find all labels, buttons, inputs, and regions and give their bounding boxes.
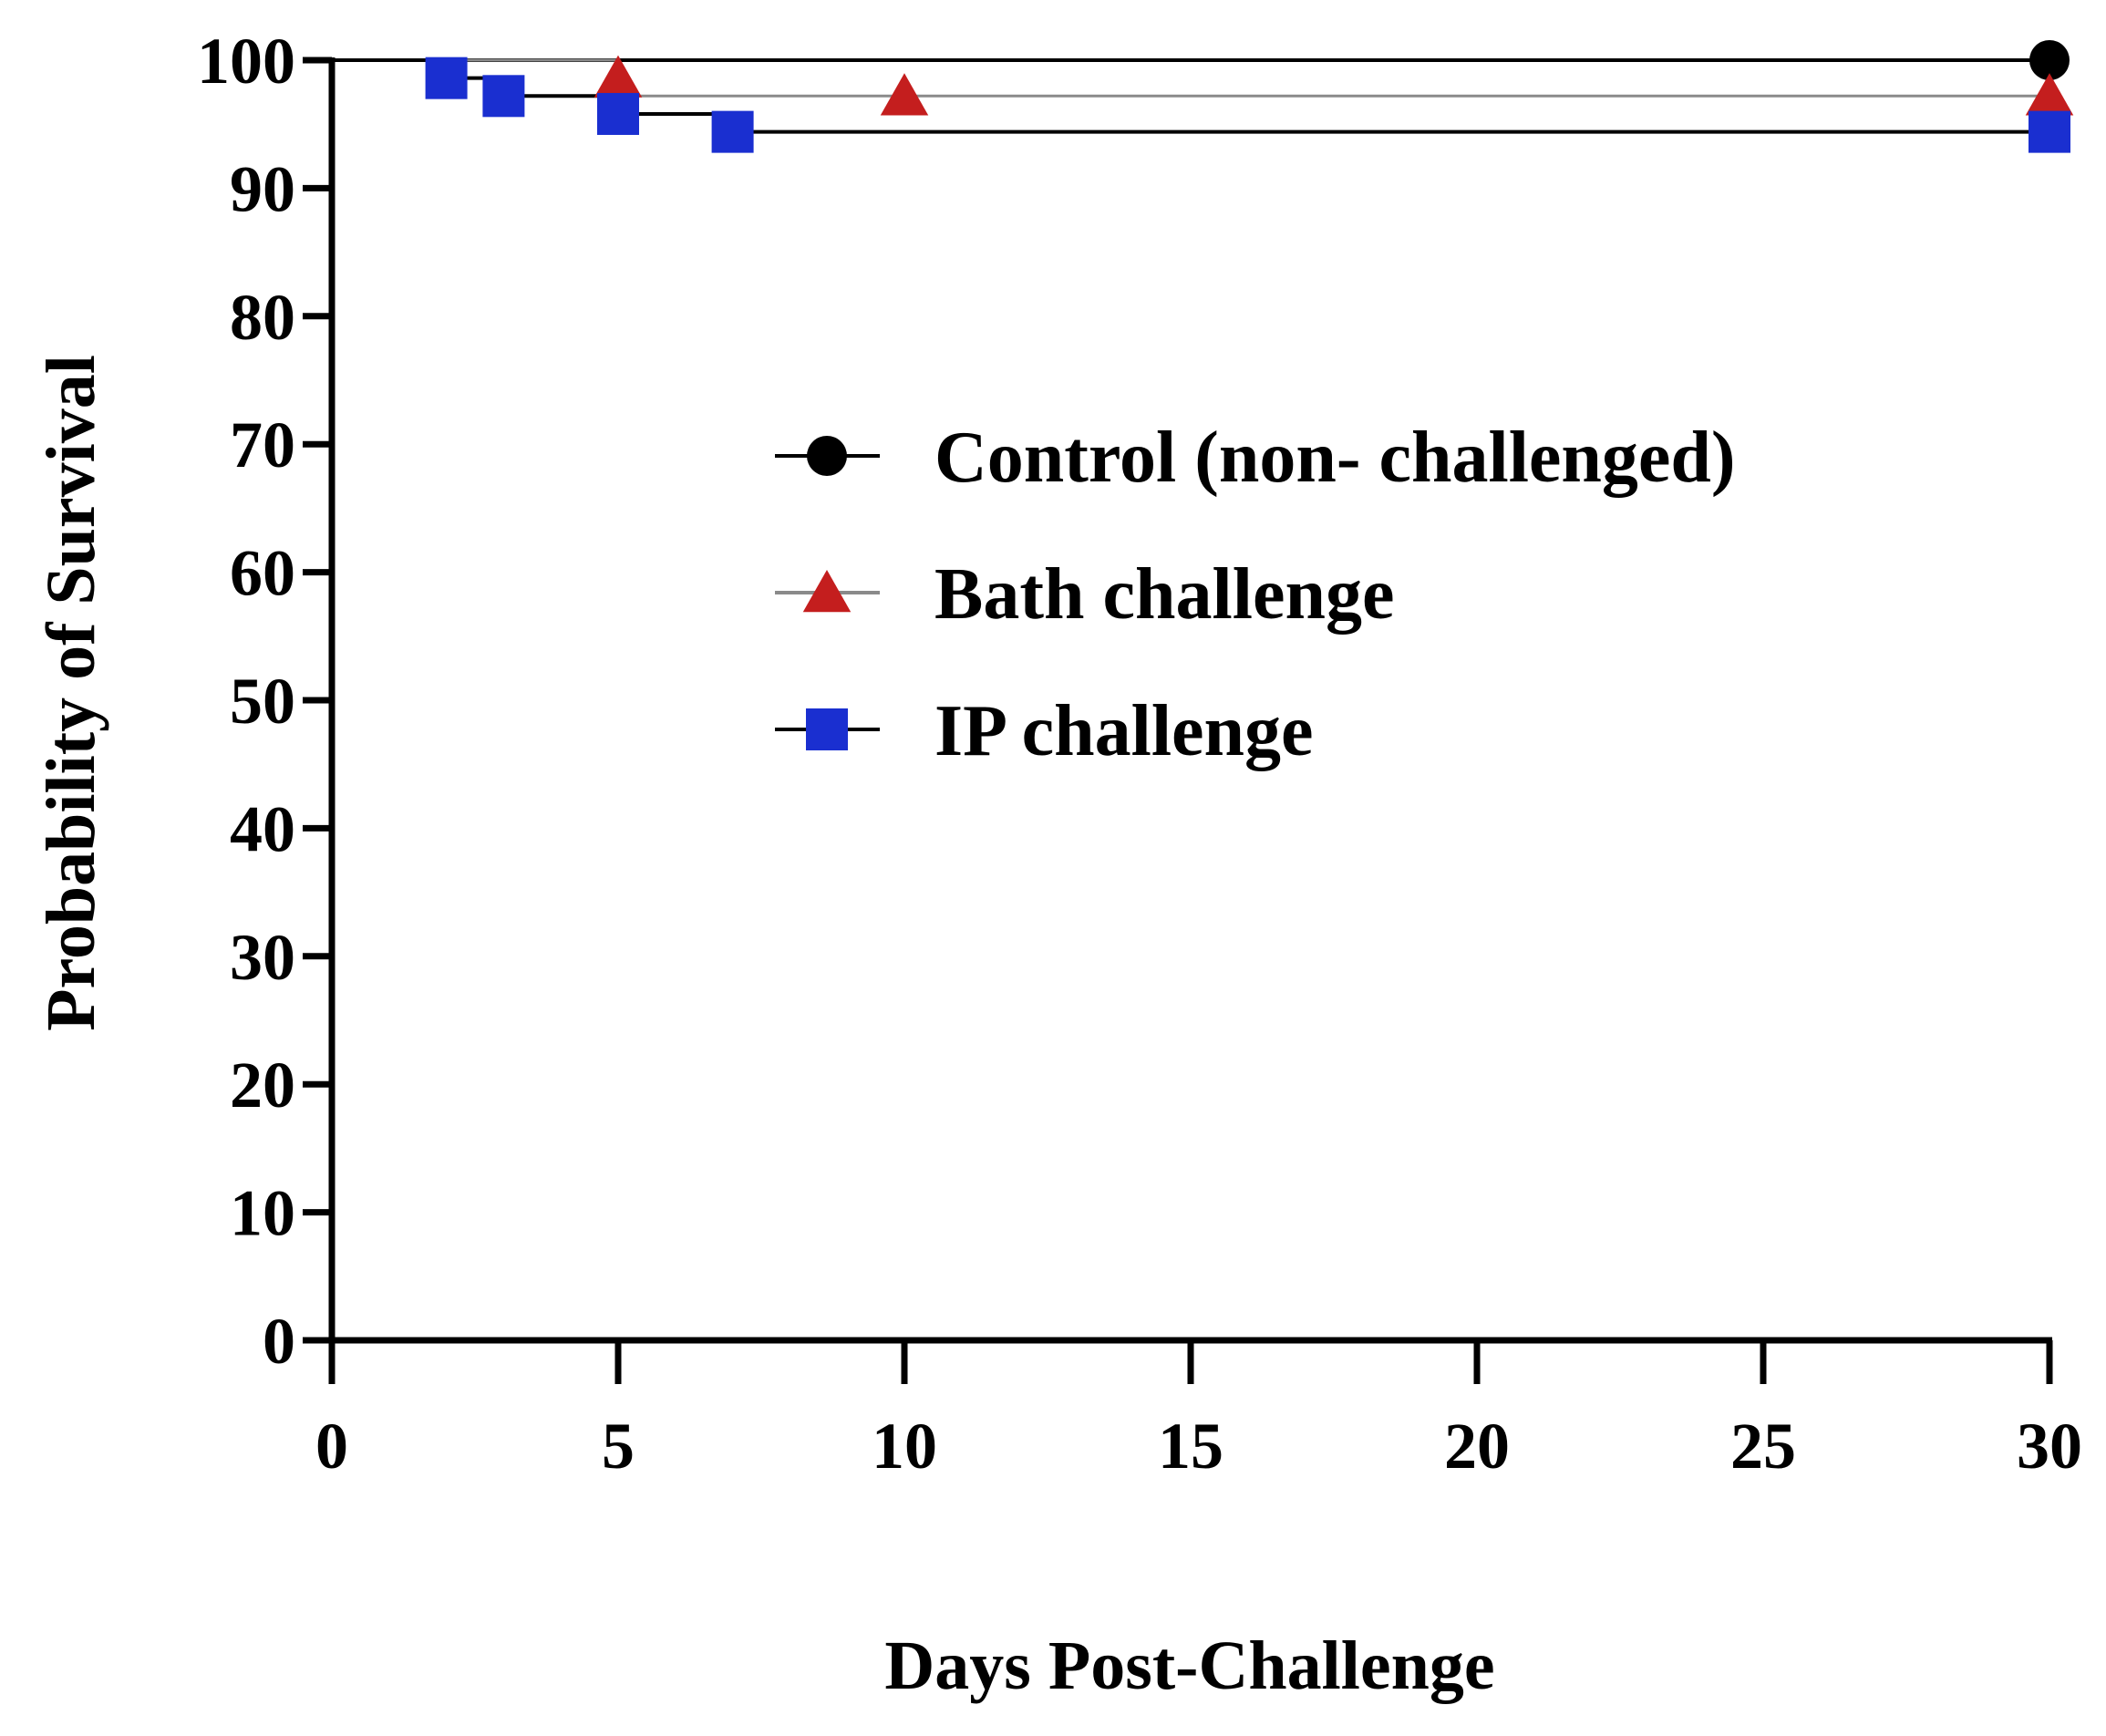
data-point-square (425, 57, 468, 99)
data-point-square (482, 75, 525, 118)
data-point-square (597, 92, 639, 135)
x-tick-label: 25 (1730, 1410, 1796, 1483)
legend-label: Control (non- challenged) (934, 418, 1736, 498)
y-tick-label: 20 (230, 1049, 295, 1121)
x-tick-label: 20 (1444, 1410, 1510, 1483)
x-tick-label: 30 (2017, 1410, 2082, 1483)
plot-lines (332, 58, 2049, 134)
y-tick-label: 60 (230, 537, 295, 610)
data-point-square (711, 110, 754, 153)
data-point-square (2029, 110, 2070, 153)
y-tick-label: 40 (230, 792, 295, 865)
data-markers (425, 40, 2074, 153)
tick-labels: 0 10 20 30 40 50 60 70 80 90 100 0 5 10 15 20 25 30 (197, 25, 2082, 1483)
data-point-triangle (2025, 73, 2074, 116)
series-line-1 (332, 58, 2049, 98)
y-tick-label: 50 (230, 665, 295, 738)
legend: Control (non- challenged) Bath challenge I… (775, 418, 1736, 771)
x-axis-title: Days Post-Challenge (884, 1628, 1494, 1704)
x-tick-label: 5 (602, 1410, 635, 1483)
legend-label: IP challenge (934, 691, 1314, 771)
y-tick-label: 0 (263, 1305, 295, 1378)
y-tick-label: 70 (230, 408, 295, 481)
data-point-circle (2029, 40, 2070, 80)
legend-marker-square (806, 708, 848, 750)
x-tick-label: 10 (872, 1410, 937, 1483)
x-tick-label: 15 (1158, 1410, 1223, 1483)
data-point-triangle (594, 55, 643, 98)
y-tick-label: 80 (230, 281, 295, 354)
legend-marker-circle (807, 436, 847, 476)
y-tick-label: 100 (197, 25, 295, 98)
legend-marker-triangle (802, 570, 852, 613)
x-tick-label: 0 (315, 1410, 348, 1483)
y-tick-label: 10 (230, 1177, 295, 1250)
y-tick-label: 30 (230, 921, 295, 994)
y-tick-label: 90 (230, 152, 295, 225)
legend-label: Bath challenge (934, 554, 1394, 635)
y-axis-title: Probability of Survival (33, 355, 109, 1031)
axes (303, 57, 2053, 1384)
data-point-triangle (880, 73, 929, 116)
